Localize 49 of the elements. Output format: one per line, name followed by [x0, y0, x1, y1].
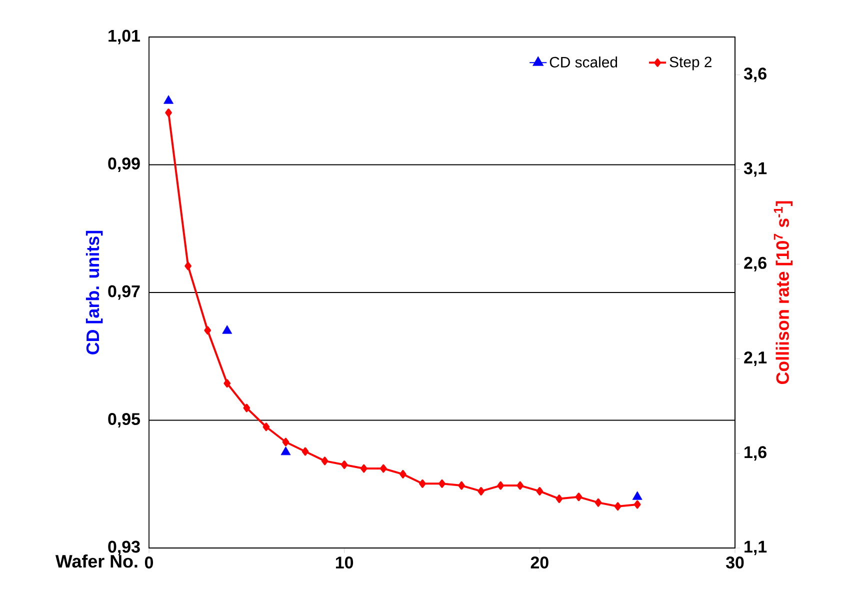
y2-tick-label: 3,1 [744, 162, 767, 177]
y2-axis-title: Colliison rate [10$^{7}$ s$^{-1}$] [774, 201, 793, 384]
y2-tick-label: 1,6 [744, 446, 766, 461]
point [478, 487, 484, 496]
y-tick-label: 0,97 [108, 285, 140, 300]
x-tick-label: 0 [144, 556, 154, 569]
x-tick-label: 30 [726, 556, 744, 569]
x-tick-label: 10 [336, 556, 354, 569]
y-tick-label: 0,99 [108, 158, 140, 172]
point [438, 479, 446, 488]
point [204, 326, 212, 335]
point [556, 494, 563, 503]
legend-label: Step 2 [670, 56, 712, 70]
y-axis-title: CD [arb. units] [86, 230, 103, 354]
y2-tick-label: 2,1 [744, 352, 767, 366]
point [184, 262, 192, 270]
point [419, 479, 426, 488]
point [632, 491, 642, 500]
point [302, 447, 309, 456]
point [360, 464, 368, 473]
point [164, 95, 174, 104]
y-tick-label: 0,95 [108, 413, 140, 428]
y-tick-label: 1,01 [108, 30, 140, 44]
point [380, 464, 387, 473]
point [243, 404, 250, 412]
x-axis-title: Wafer No. [55, 554, 138, 568]
point [458, 481, 465, 490]
x-tick-label: 20 [530, 556, 548, 569]
point [262, 422, 270, 432]
point [614, 502, 622, 511]
point [516, 481, 524, 490]
point [321, 456, 328, 466]
legend-label: CD scaled [550, 56, 618, 68]
point [497, 481, 504, 490]
point [634, 500, 641, 509]
point [340, 460, 348, 469]
point [400, 470, 406, 478]
point [222, 325, 232, 334]
point [575, 492, 582, 502]
point [536, 487, 544, 496]
point [280, 446, 291, 456]
y-tick-label: 0,93 [108, 540, 140, 556]
point [224, 379, 231, 388]
point [282, 438, 290, 446]
y2-tick-label: 3,6 [744, 68, 766, 82]
point [165, 108, 172, 117]
y2-tick-label: 1,1 [744, 540, 767, 556]
point [594, 498, 602, 507]
y2-tick-label: 2,6 [744, 256, 766, 272]
